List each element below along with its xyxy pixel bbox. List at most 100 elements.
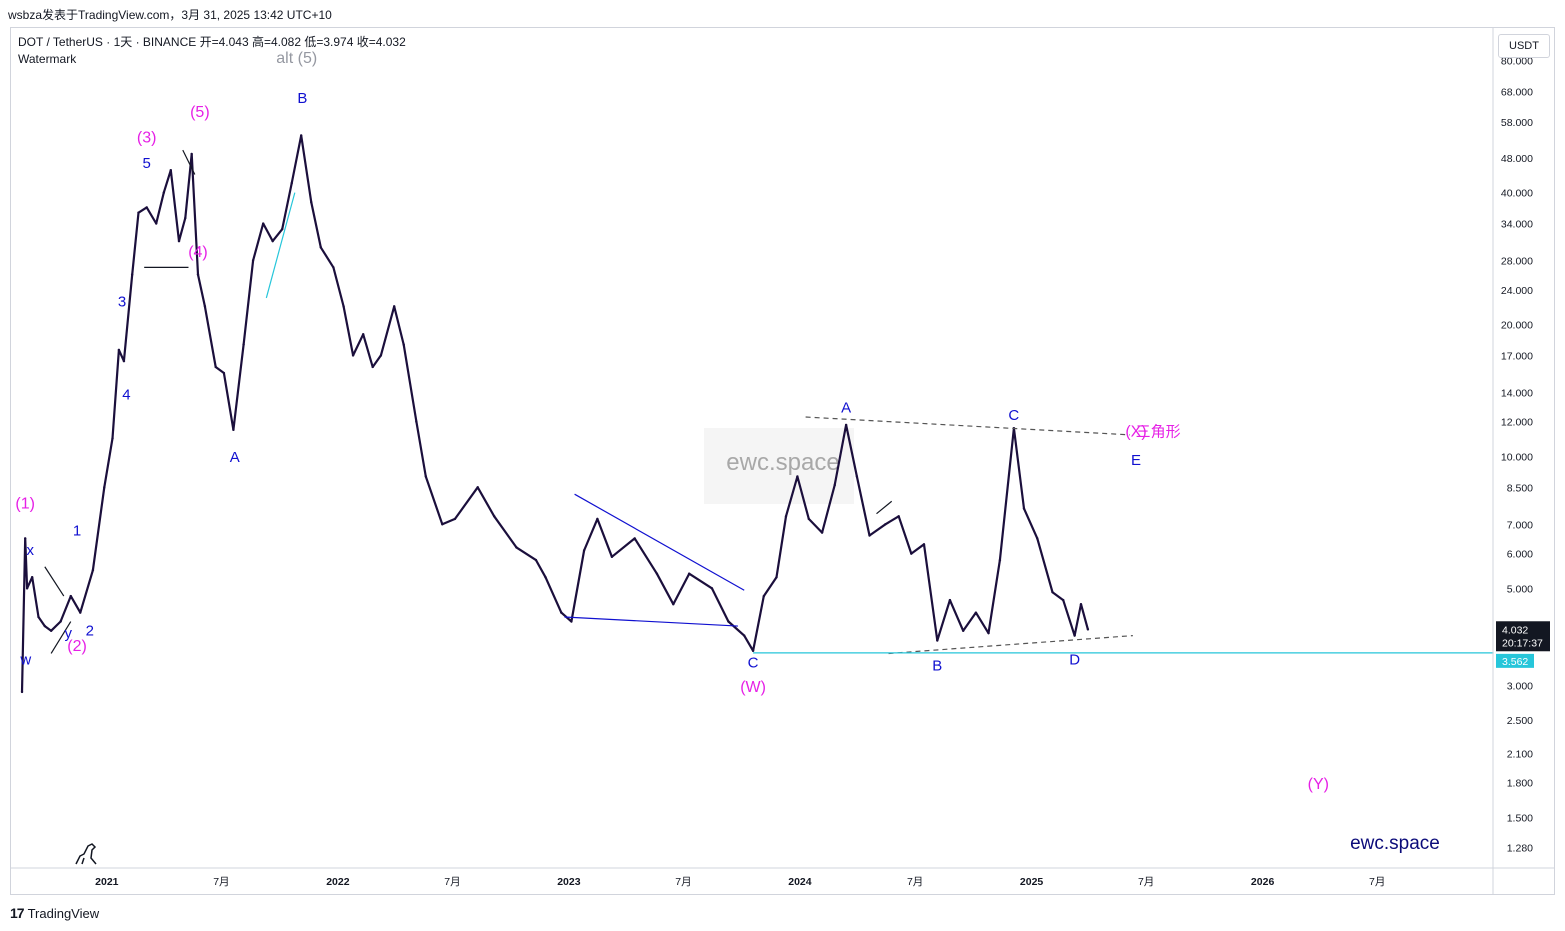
price-point: [1073, 634, 1076, 637]
trendline: [50, 621, 72, 654]
wave-label: 5: [143, 155, 151, 172]
price-point: [190, 152, 193, 156]
price-point: [784, 515, 788, 518]
price-point: [49, 629, 53, 632]
price-point: [807, 517, 810, 521]
price-point: [948, 598, 952, 602]
price-point: [727, 620, 730, 623]
price-point: [441, 523, 444, 526]
price-point: [299, 134, 303, 137]
wave-label: C: [1008, 407, 1019, 424]
trendline: [182, 149, 196, 175]
wave-label: E: [1131, 452, 1141, 469]
price-tick-label: 20.000: [1501, 320, 1533, 332]
price-point: [79, 611, 82, 614]
price-tick-label: 7.000: [1507, 519, 1533, 531]
price-point: [743, 634, 746, 637]
price-point: [922, 543, 926, 546]
price-point: [130, 273, 134, 276]
price-point: [633, 537, 636, 540]
price-point: [1062, 598, 1065, 602]
trendline: [44, 566, 65, 597]
price-tick-label: 40.000: [1501, 188, 1533, 200]
time-tick-label: 2024: [788, 876, 812, 888]
wave-label: (W): [740, 679, 766, 696]
time-tick-label: 2021: [95, 876, 119, 888]
wave-label: x: [27, 542, 35, 559]
wave-label: alt (5): [276, 50, 317, 67]
price-tick-label: 24.000: [1501, 285, 1533, 297]
price-point: [1051, 590, 1054, 594]
time-tick-label: 7月: [444, 876, 460, 888]
price-point: [20, 690, 24, 694]
price-point: [169, 168, 172, 172]
price-point: [1086, 628, 1090, 631]
trendline: [265, 192, 296, 299]
time-tick-label: 7月: [1138, 876, 1154, 888]
price-point: [162, 191, 166, 194]
price-point: [23, 537, 27, 540]
price-point: [415, 420, 418, 423]
price-point: [214, 365, 217, 369]
price-point: [1036, 537, 1039, 540]
price-point: [319, 246, 322, 249]
time-tick-label: 7月: [907, 876, 923, 888]
wave-label: A: [230, 449, 240, 466]
price-point: [453, 517, 457, 521]
price-point: [251, 259, 255, 262]
price-tick-label: 48.000: [1501, 153, 1533, 165]
brand-name: TradingView: [27, 905, 100, 921]
price-tick-label: 1.280: [1507, 843, 1533, 855]
price-point: [103, 486, 106, 489]
price-point: [184, 216, 187, 220]
time-tick-label: 7月: [675, 876, 691, 888]
price-point: [762, 594, 766, 598]
price-point: [596, 517, 599, 521]
last-price-badge: [1496, 621, 1550, 652]
symbol-info[interactable]: DOT / TetherUS · 1天 · BINANCE 开=4.043 高=…: [18, 35, 406, 49]
mascot-icon: [75, 843, 97, 865]
price-tick-label: 6.000: [1507, 549, 1533, 561]
price-tick-label: 28.000: [1501, 255, 1533, 267]
price-point: [820, 531, 824, 534]
price-point: [37, 615, 40, 619]
price-point: [570, 620, 573, 623]
price-point: [476, 486, 479, 489]
price-point: [30, 576, 34, 579]
price-point: [310, 201, 313, 204]
currency-selector[interactable]: USDT: [1498, 34, 1550, 58]
level-value: 3.562: [1502, 656, 1528, 668]
price-point: [242, 343, 245, 346]
price-point: [271, 239, 274, 243]
price-point: [290, 182, 293, 185]
wave-label: 2: [86, 623, 94, 640]
price-point: [379, 354, 383, 357]
price-point: [280, 228, 284, 231]
wave-label: 3: [118, 293, 126, 310]
price-series-line: [20, 134, 1089, 693]
publish-info: wsbza发表于TradingView.com，3月 31, 2025 13:4…: [8, 8, 332, 22]
trendline: [574, 493, 745, 591]
price-point: [402, 343, 405, 346]
price-tick-label: 58.000: [1501, 117, 1533, 129]
wave-label: (2): [67, 638, 87, 655]
wave-label: (1): [15, 496, 35, 513]
price-point: [544, 576, 547, 579]
price-point: [884, 523, 887, 526]
wave-label: A: [841, 399, 851, 416]
chart-frame[interactable]: [10, 27, 1555, 895]
chart-legend: DOT / TetherUS · 1天 · BINANCE 开=4.043 高=…: [18, 34, 406, 68]
price-point: [936, 639, 939, 642]
trendline: [876, 500, 893, 515]
price-point: [111, 437, 114, 440]
price-point: [560, 611, 563, 614]
price-point: [868, 534, 871, 537]
price-point: [493, 515, 496, 518]
footer-brand[interactable]: 17 TradingView: [10, 905, 99, 921]
price-point: [897, 515, 900, 518]
price-tick-label: 34.000: [1501, 219, 1533, 231]
price-point: [232, 428, 235, 432]
price-point: [751, 649, 755, 653]
wave-label: B: [297, 90, 307, 107]
